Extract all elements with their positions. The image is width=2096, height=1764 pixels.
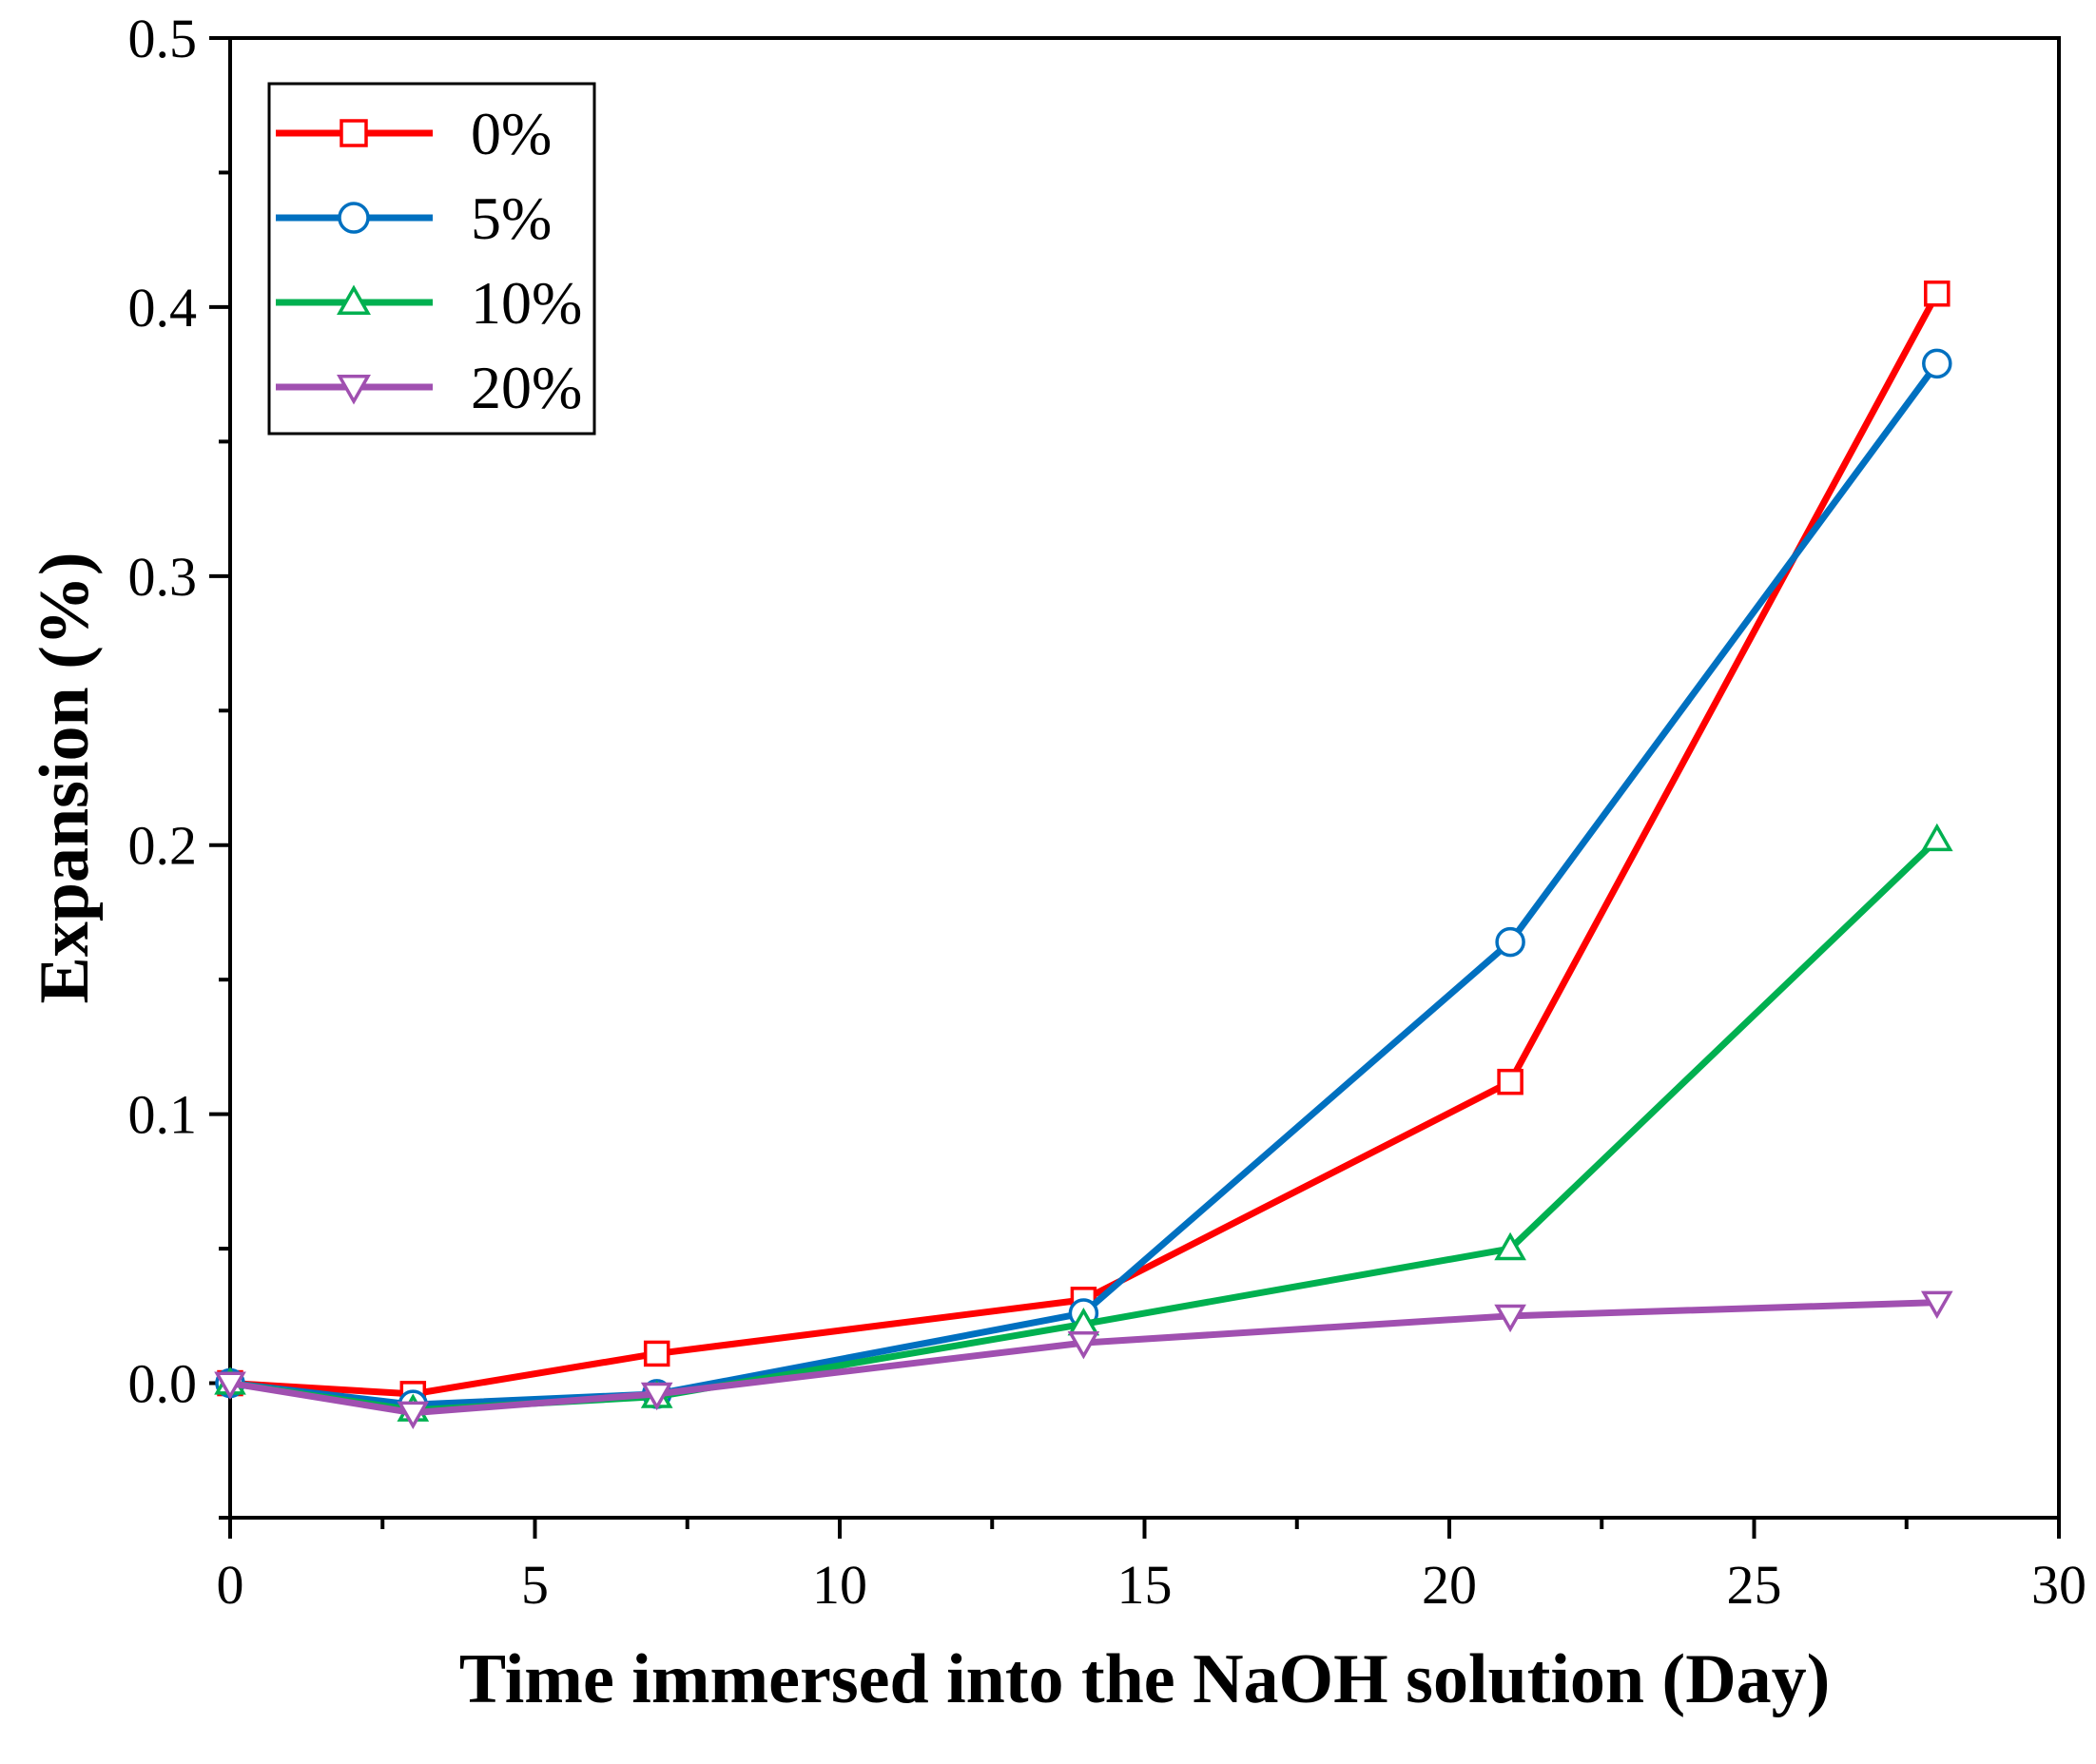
data-point: [643, 1340, 670, 1367]
legend-item: 5%: [276, 184, 552, 252]
data-point: [1924, 281, 1950, 307]
y-tick-label: 0.4: [128, 277, 198, 339]
data-point: [397, 1401, 430, 1429]
data-point: [214, 1371, 246, 1400]
legend-item: 20%: [276, 354, 582, 421]
data-point: [1495, 926, 1525, 958]
series-line: [229, 1299, 1937, 1417]
y-tick-label: 0.5: [128, 8, 198, 69]
legend-item: 10%: [276, 269, 582, 337]
legend: 0% 5% 10% 20%: [267, 82, 596, 436]
legend-box: [267, 82, 596, 436]
series-layer: [214, 281, 1953, 1429]
x-tick-label: 10: [812, 1554, 867, 1616]
y-tick-label: 0.0: [128, 1353, 198, 1415]
series-line: [229, 292, 1940, 1398]
data-point: [1067, 1331, 1100, 1360]
x-axis-title: Time immersed into the NaOH solution (Da…: [459, 1640, 1831, 1718]
legend-label: 10%: [471, 269, 582, 337]
legend-label: 0%: [471, 100, 552, 167]
legend-marker: [337, 375, 371, 405]
legend-label: 20%: [471, 354, 582, 421]
data-point: [1494, 1304, 1526, 1333]
series-2: [215, 348, 1952, 1420]
legend-marker: [338, 202, 370, 234]
data-point: [640, 1382, 673, 1411]
legend-marker: [340, 119, 368, 147]
series-1: [217, 281, 1950, 1407]
data-point: [1497, 1068, 1523, 1095]
data-point: [1920, 1290, 1953, 1320]
data-point: [1922, 348, 1952, 379]
y-tick-label: 0.3: [128, 546, 198, 608]
x-tick-label: 5: [521, 1554, 549, 1616]
series-4: [214, 1290, 1953, 1429]
legend-label: 5%: [471, 184, 552, 252]
series-line: [229, 361, 1940, 1408]
data-point: [1494, 1231, 1526, 1261]
y-tick-label: 0.1: [128, 1084, 198, 1146]
x-tick-label: 15: [1117, 1554, 1173, 1616]
x-tick-label: 0: [217, 1554, 244, 1616]
legend-marker: [337, 284, 371, 315]
data-point: [1920, 823, 1953, 852]
y-tick-label: 0.2: [128, 815, 198, 877]
x-tick-label: 30: [2031, 1554, 2086, 1616]
x-tick-label: 25: [1727, 1554, 1782, 1616]
y-axis-title: Expansion (%): [26, 552, 104, 1004]
axes: 0 5 10 15 20 25 30 0.0 0.1 0.2 0.3 0.4 0.5: [128, 8, 2087, 1616]
series-3: [214, 823, 1953, 1422]
legend-item: 0%: [276, 100, 552, 167]
x-tick-label: 20: [1422, 1554, 1477, 1616]
